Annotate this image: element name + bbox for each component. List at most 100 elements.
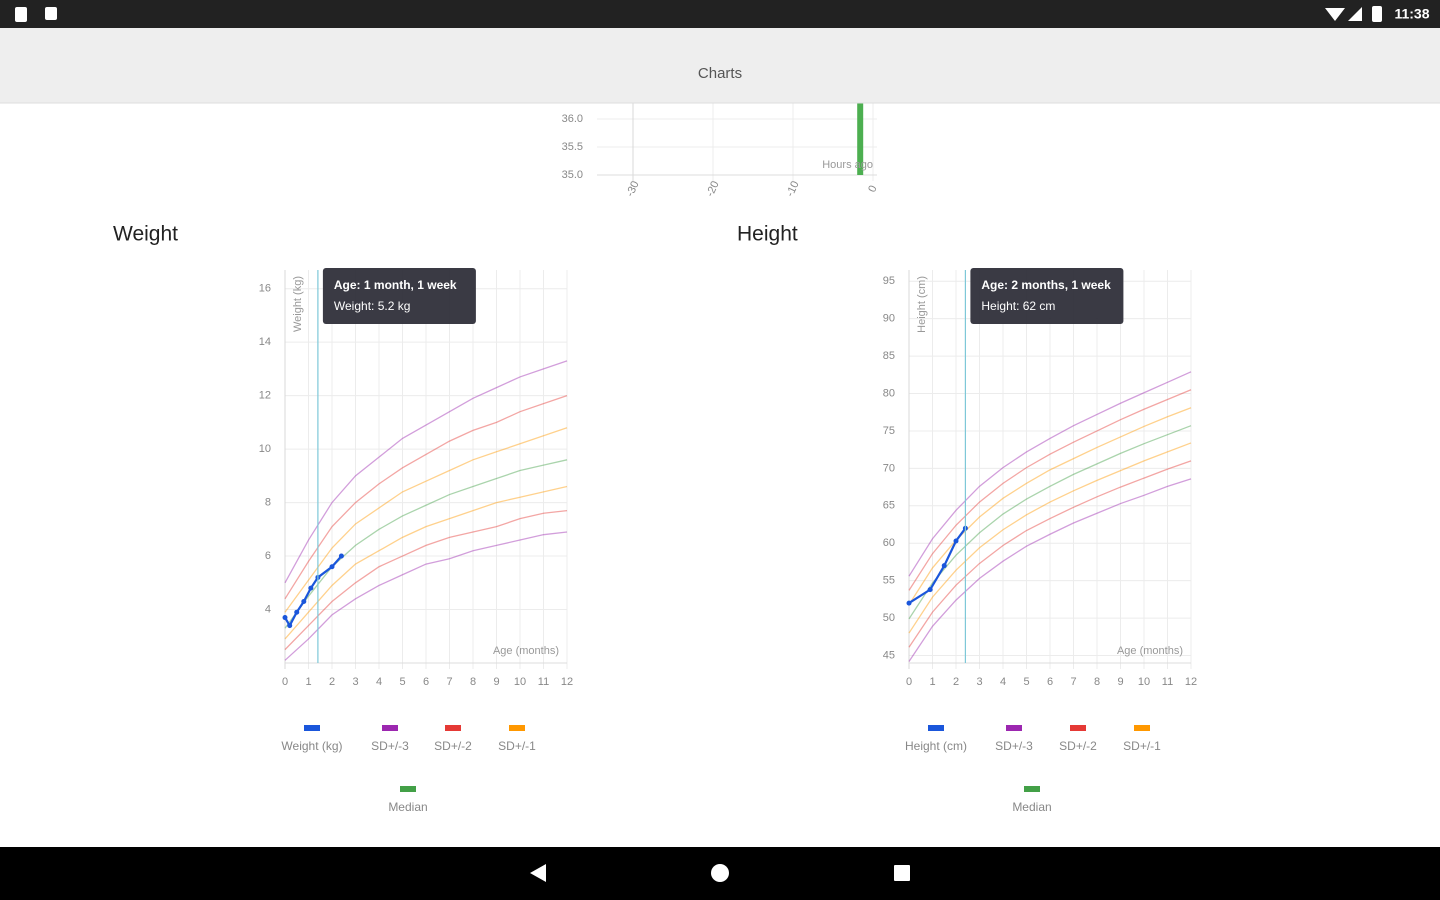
reference-line — [284, 509, 568, 651]
signal-icon — [1348, 7, 1362, 21]
legend-swatch — [1024, 786, 1040, 792]
section-heading: Weight — [113, 223, 178, 246]
nav-recents[interactable] — [894, 865, 910, 881]
reference-line — [284, 360, 568, 584]
measurement-point — [906, 600, 912, 606]
y-tick-label: 75 — [883, 425, 895, 437]
legend-label: SD+/-2 — [434, 739, 472, 753]
measurement-line — [284, 555, 343, 628]
x-axis-label: Age (months) — [493, 645, 559, 657]
y-tick-label: 8 — [265, 496, 271, 508]
tooltip-line: Age: 1 month, 1 week — [334, 278, 457, 292]
legend-label: SD+/-3 — [995, 739, 1033, 753]
nav-home[interactable] — [711, 864, 729, 882]
y-tick-label: 16 — [259, 283, 271, 295]
reference-line — [284, 531, 568, 661]
x-tick-label: -30 — [624, 179, 642, 198]
y-tick-label: 60 — [883, 537, 895, 549]
reference-line — [908, 425, 1192, 620]
measurement-point — [953, 538, 959, 544]
tooltip-line: Age: 2 months, 1 week — [981, 278, 1111, 292]
measurement-point — [294, 609, 300, 615]
tooltip — [970, 268, 1124, 324]
legend-label: Median — [388, 800, 427, 814]
x-tick-label: 12 — [561, 676, 573, 688]
y-tick-label: 95 — [883, 275, 895, 287]
measurement-point — [329, 564, 335, 570]
x-tick-label: 4 — [376, 676, 382, 688]
tooltip-line: Height: 62 cm — [981, 299, 1055, 313]
legend-swatch — [928, 725, 944, 731]
y-tick-label: 55 — [883, 575, 895, 587]
x-tick-label: 6 — [423, 676, 429, 688]
measurement-point — [927, 587, 933, 593]
x-tick-label: 5 — [399, 676, 405, 688]
legend-swatch — [1070, 725, 1086, 731]
battery-icon — [1372, 6, 1382, 22]
legend-swatch — [382, 725, 398, 731]
bar — [857, 91, 864, 175]
legend-swatch — [509, 725, 525, 731]
status-time: 11:38 — [1394, 6, 1429, 22]
reference-line — [284, 485, 568, 640]
x-axis-label: Age (months) — [1117, 645, 1183, 657]
x-tick-label: 9 — [1117, 676, 1123, 688]
legend-swatch — [1006, 725, 1022, 731]
y-axis-label: Height (cm) — [916, 276, 928, 333]
measurement-point — [282, 615, 288, 621]
y-tick-label: 4 — [265, 603, 271, 615]
legend-label: Height (cm) — [905, 739, 967, 753]
y-tick-label: 35.5 — [562, 141, 583, 153]
legend-label: SD+/-3 — [371, 739, 409, 753]
x-tick-label: 7 — [446, 676, 452, 688]
x-tick-label: 3 — [976, 676, 982, 688]
x-tick-label: -20 — [704, 179, 722, 198]
wifi-icon — [1325, 8, 1345, 21]
x-tick-label: 5 — [1023, 676, 1029, 688]
status-icon — [15, 7, 27, 22]
status-bar — [0, 0, 1440, 28]
y-tick-label: 10 — [259, 443, 271, 455]
x-tick-label: 0 — [866, 184, 879, 195]
legend-swatch — [445, 725, 461, 731]
y-tick-label: 70 — [883, 462, 895, 474]
x-tick-label: 10 — [514, 676, 526, 688]
y-tick-label: 12 — [259, 390, 271, 402]
legend-swatch — [304, 725, 320, 731]
x-tick-label: 1 — [305, 676, 311, 688]
tooltip-line: Weight: 5.2 kg — [334, 299, 411, 313]
x-tick-label: 2 — [329, 676, 335, 688]
reference-line — [908, 460, 1192, 648]
x-tick-label: 7 — [1070, 676, 1076, 688]
x-tick-label: 8 — [1094, 676, 1100, 688]
reference-line — [908, 389, 1192, 591]
x-tick-label: 0 — [906, 676, 912, 688]
measurement-point — [301, 599, 307, 605]
app-bar — [0, 28, 1440, 103]
reference-line — [908, 371, 1192, 577]
legend-label: SD+/-1 — [1123, 739, 1161, 753]
y-tick-label: 90 — [883, 313, 895, 325]
y-tick-label: 50 — [883, 612, 895, 624]
measurement-point — [338, 553, 344, 559]
y-tick-label: 6 — [265, 550, 271, 562]
section-heading: Height — [737, 223, 798, 246]
x-tick-label: 12 — [1185, 676, 1197, 688]
legend-swatch — [400, 786, 416, 792]
x-tick-label: -10 — [784, 179, 802, 198]
y-tick-label: 65 — [883, 500, 895, 512]
x-tick-label: 8 — [470, 676, 476, 688]
y-tick-label: 14 — [259, 336, 271, 348]
y-tick-label: 35.0 — [562, 169, 583, 181]
nav-back[interactable] — [530, 864, 546, 882]
reference-line — [908, 478, 1192, 662]
reference-line — [284, 395, 568, 600]
x-axis-label: Hours ago — [822, 159, 873, 171]
x-tick-label: 4 — [1000, 676, 1006, 688]
y-tick-label: 45 — [883, 649, 895, 661]
legend-swatch — [1134, 725, 1150, 731]
x-tick-label: 0 — [282, 676, 288, 688]
